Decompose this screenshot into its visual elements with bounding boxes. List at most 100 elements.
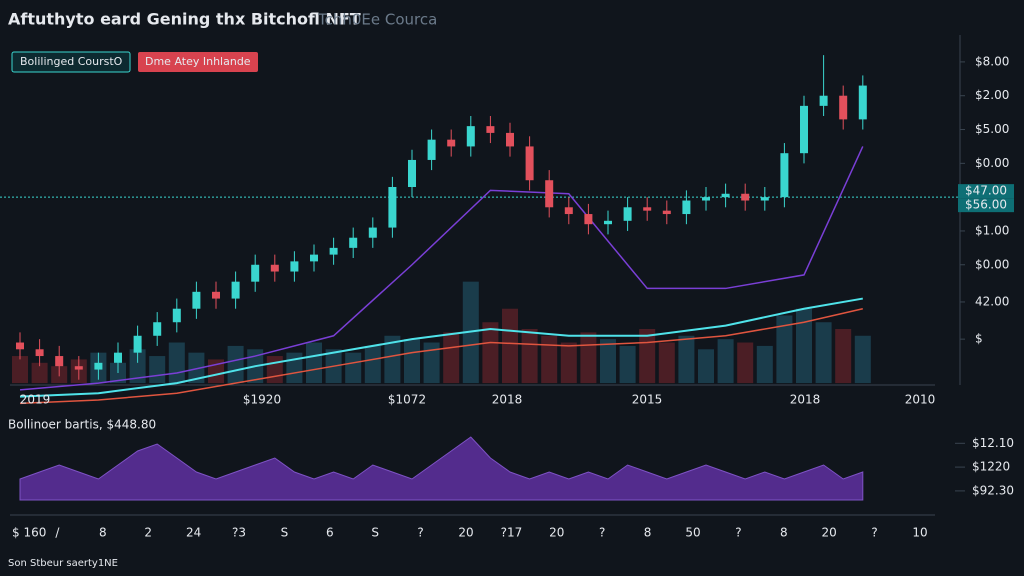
volume-bar xyxy=(31,362,48,384)
volume-bar xyxy=(12,356,28,384)
area-series xyxy=(19,436,864,501)
volume-bar xyxy=(560,342,577,384)
x-tick-label: 50 xyxy=(685,526,700,540)
volume-bar xyxy=(698,349,714,384)
volume-bar xyxy=(541,335,558,384)
candle-body xyxy=(114,352,122,363)
volume-bar xyxy=(776,315,793,384)
candle-body xyxy=(94,362,103,370)
candle-body xyxy=(133,335,142,353)
candle-body xyxy=(702,197,710,201)
candle-body xyxy=(545,180,554,208)
legend-label: Dme Atey Inhlande xyxy=(145,55,251,68)
x-tick-label: ?3 xyxy=(232,526,246,540)
volume-bar xyxy=(717,339,734,384)
candle-body xyxy=(290,261,299,272)
x-tick-label: 2019 xyxy=(20,393,51,407)
volume-bar xyxy=(639,329,656,384)
candle-body xyxy=(447,139,456,147)
candle-body xyxy=(858,85,867,120)
candle-body xyxy=(212,291,220,299)
y-tick-label: $0.00 xyxy=(975,156,1009,170)
candle-body xyxy=(800,105,808,154)
y-tick-label: 42.00 xyxy=(975,294,1009,308)
line-series xyxy=(19,297,863,398)
x-tick-label: 2018 xyxy=(790,393,821,407)
volume-bar xyxy=(482,322,499,384)
y-tick-label: $0.00 xyxy=(975,257,1009,271)
candle-body xyxy=(839,95,848,120)
price-badge xyxy=(958,198,1014,213)
candle-body xyxy=(349,237,358,248)
volume-bar xyxy=(168,342,185,384)
volume-bar xyxy=(364,345,381,384)
y-tick-label: $ xyxy=(975,332,983,346)
legend-label: Bolilinged CourstO xyxy=(20,55,123,68)
volume-bar xyxy=(423,342,440,384)
y-tick-label: $1220 xyxy=(972,460,1010,474)
candle-body xyxy=(329,247,338,255)
x-tick-label: 2015 xyxy=(632,393,663,407)
volume-bar xyxy=(286,352,303,384)
volume-bar xyxy=(188,352,205,384)
x-tick-label: S xyxy=(281,526,289,540)
volume-bar xyxy=(306,342,322,384)
line-series xyxy=(19,146,864,391)
legend-badge xyxy=(138,52,258,72)
candle-body xyxy=(525,146,534,181)
candle-body xyxy=(310,254,318,262)
price-badge xyxy=(958,184,1014,199)
x-tick-label: 8 xyxy=(780,526,788,540)
volume-bar xyxy=(227,345,244,384)
candle-body xyxy=(408,159,416,187)
volume-bar xyxy=(521,329,538,384)
volume-bar xyxy=(815,322,832,384)
volume-bar xyxy=(384,335,401,384)
candle-body xyxy=(604,220,612,225)
candle-body xyxy=(35,349,44,357)
volume-bar xyxy=(658,342,675,384)
x-tick-label: 2018 xyxy=(492,393,523,407)
x-tick-label: 20 xyxy=(458,526,473,540)
candle-body xyxy=(192,291,201,309)
candle-body xyxy=(662,210,671,215)
volume-bar xyxy=(149,356,166,384)
volume-bar xyxy=(619,345,636,384)
y-tick-label: $12.10 xyxy=(972,436,1014,450)
x-tick-label: $1920 xyxy=(243,393,281,407)
candle-body xyxy=(172,308,181,323)
x-tick-label: $ 160 xyxy=(12,526,46,540)
candle-body xyxy=(506,132,514,147)
volume-bar xyxy=(502,308,518,384)
candle-body xyxy=(231,281,240,299)
x-tick-label: 8 xyxy=(99,526,107,540)
candle-body xyxy=(819,95,828,106)
volume-bar xyxy=(737,342,754,384)
y-tick-label: $2.00 xyxy=(975,88,1009,102)
panel-title: Bollinoer bartis, $448.80 xyxy=(8,418,156,432)
candle-body xyxy=(388,187,397,228)
x-tick-label: 6 xyxy=(326,526,334,540)
x-tick-label: $1072 xyxy=(388,393,426,407)
x-tick-label: S xyxy=(371,526,379,540)
volume-bar xyxy=(600,339,616,384)
x-tick-label: 2010 xyxy=(905,393,936,407)
volume-bar xyxy=(835,329,852,384)
volume-bar xyxy=(443,332,460,384)
candle-body xyxy=(760,197,769,201)
candle-body xyxy=(466,126,475,147)
candle-body xyxy=(427,139,436,160)
volume-bar xyxy=(129,349,146,384)
chart-title: Aftuthyto eard Gening thx Bitchofl NFT xyxy=(8,10,361,29)
x-tick-label: ? xyxy=(417,526,423,540)
price-label: $56.00 xyxy=(965,198,1007,212)
x-tick-label: 20 xyxy=(822,526,837,540)
candle-body xyxy=(251,264,260,282)
volume-bar xyxy=(796,308,812,384)
candle-body xyxy=(564,207,573,215)
candle-body xyxy=(486,126,495,133)
volume-bar xyxy=(756,345,773,384)
candle-body xyxy=(16,342,24,350)
candle-body xyxy=(584,214,593,225)
